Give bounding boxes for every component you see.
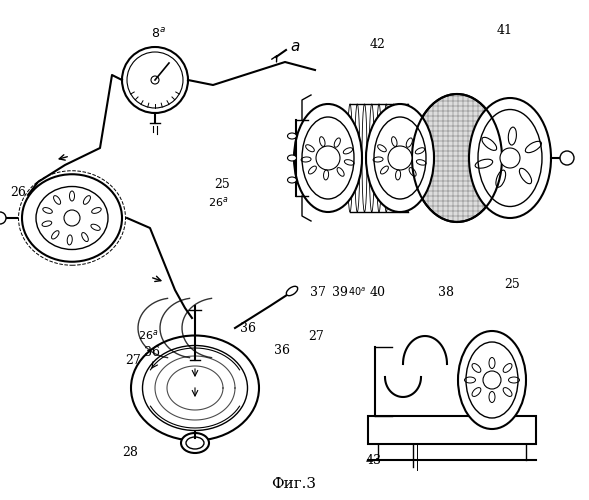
Circle shape: [122, 47, 188, 113]
Text: $8^a$: $8^a$: [151, 27, 166, 41]
Text: 25: 25: [214, 178, 230, 192]
Ellipse shape: [412, 94, 502, 222]
Circle shape: [500, 148, 520, 168]
Text: 36: 36: [274, 344, 290, 356]
Text: 37: 37: [310, 286, 326, 298]
Text: $40^a$: $40^a$: [348, 286, 366, 298]
Text: 26: 26: [10, 186, 26, 198]
Circle shape: [560, 151, 574, 165]
Ellipse shape: [366, 104, 434, 212]
Text: $26^a$: $26^a$: [138, 328, 158, 342]
Text: $26^a$: $26^a$: [208, 195, 229, 209]
Text: 27: 27: [308, 330, 324, 344]
Circle shape: [0, 212, 6, 224]
Bar: [368, 416, 536, 444]
Text: $a$: $a$: [290, 40, 300, 54]
Ellipse shape: [458, 331, 526, 429]
Circle shape: [64, 210, 80, 226]
Ellipse shape: [469, 98, 551, 218]
Text: 43: 43: [366, 454, 382, 466]
Ellipse shape: [287, 133, 296, 139]
Ellipse shape: [286, 286, 297, 296]
Circle shape: [483, 371, 501, 389]
Ellipse shape: [287, 155, 296, 161]
Text: 27: 27: [125, 354, 141, 366]
Text: 39: 39: [332, 286, 348, 298]
Text: 42: 42: [370, 38, 386, 52]
Ellipse shape: [131, 336, 259, 440]
Text: 28: 28: [122, 446, 138, 460]
Circle shape: [151, 76, 159, 84]
Text: 38: 38: [438, 286, 454, 298]
Text: 36: 36: [240, 322, 256, 334]
Ellipse shape: [22, 174, 122, 262]
Text: 41: 41: [497, 24, 513, 36]
Ellipse shape: [181, 433, 209, 453]
Text: 36: 36: [144, 346, 160, 358]
Ellipse shape: [294, 104, 362, 212]
Text: Фиг.3: Фиг.3: [272, 477, 316, 491]
Ellipse shape: [287, 177, 296, 183]
Circle shape: [316, 146, 340, 170]
Text: 25: 25: [504, 278, 520, 290]
Text: 40: 40: [370, 286, 386, 298]
Circle shape: [388, 146, 412, 170]
